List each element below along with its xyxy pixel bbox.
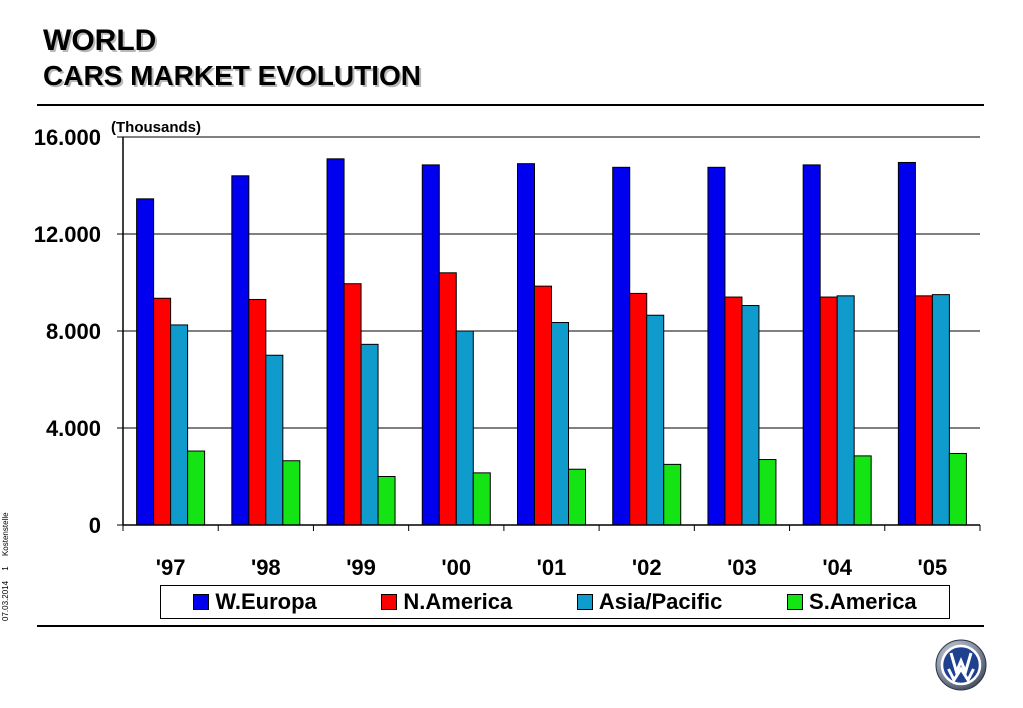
bar bbox=[568, 468, 586, 526]
bar bbox=[897, 161, 916, 526]
header-divider bbox=[37, 104, 984, 106]
legend-item-n-america: N.America bbox=[381, 589, 512, 615]
legend-swatch-s-america bbox=[787, 594, 804, 610]
bar bbox=[836, 295, 855, 526]
legend-item-w-europa: W.Europa bbox=[193, 589, 317, 615]
legend-label-n-america: N.America bbox=[403, 589, 513, 614]
legend-swatch-n-america bbox=[381, 594, 398, 610]
bar bbox=[724, 296, 743, 526]
bar bbox=[517, 163, 535, 526]
legend-item-asia-pacific: Asia/Pacific bbox=[576, 589, 723, 615]
bar bbox=[802, 164, 821, 526]
bar bbox=[343, 283, 362, 526]
x-tick-label: '98 bbox=[251, 555, 281, 580]
bar bbox=[248, 298, 267, 526]
title-block: WORLD CARS MARKET EVOLUTION bbox=[43, 24, 421, 92]
bar bbox=[914, 295, 933, 526]
bar bbox=[360, 343, 379, 526]
bar bbox=[136, 198, 155, 526]
bar bbox=[758, 459, 777, 526]
legend-item-s-america: S.America bbox=[787, 589, 917, 615]
legend-label-w-europa: W.Europa bbox=[215, 589, 317, 614]
legend-swatch-w-europa bbox=[193, 594, 210, 610]
bar bbox=[170, 324, 189, 526]
x-tick-label: '99 bbox=[346, 555, 376, 580]
bar bbox=[534, 285, 552, 526]
bar bbox=[153, 297, 172, 526]
bar bbox=[853, 455, 872, 526]
chart-legend: W.Europa N.America Asia/Pacific S.Americ… bbox=[160, 585, 950, 619]
x-tick-label: '05 bbox=[918, 555, 948, 580]
bar bbox=[741, 305, 760, 526]
bar bbox=[187, 450, 206, 526]
y-tick-label: 8.000 bbox=[46, 319, 101, 344]
y-tick-label: 4.000 bbox=[46, 416, 101, 441]
bar bbox=[663, 463, 682, 526]
vw-logo-icon bbox=[935, 639, 987, 691]
y-unit-label: (Thousands) bbox=[111, 119, 201, 136]
legend-label-s-america: S.America bbox=[809, 589, 917, 614]
bar bbox=[421, 164, 440, 526]
legend-swatch-asia-pacific bbox=[576, 594, 593, 610]
bar bbox=[265, 354, 284, 526]
bar bbox=[231, 175, 250, 526]
bar bbox=[438, 272, 457, 526]
bar bbox=[931, 294, 950, 526]
bar bbox=[282, 460, 301, 526]
x-tick-label: '03 bbox=[727, 555, 757, 580]
bar bbox=[612, 166, 631, 526]
x-tick-label: '00 bbox=[441, 555, 471, 580]
page-subtitle: CARS MARKET EVOLUTION bbox=[43, 60, 421, 91]
bar bbox=[819, 296, 838, 526]
bar bbox=[472, 472, 491, 526]
bar bbox=[707, 166, 726, 526]
y-tick-label: 12.000 bbox=[34, 222, 101, 247]
bar bbox=[377, 476, 396, 526]
x-tick-label: '02 bbox=[632, 555, 662, 580]
x-tick-label: '04 bbox=[822, 555, 852, 580]
bar bbox=[551, 322, 569, 526]
bar bbox=[646, 314, 665, 526]
legend-label-asia-pacific: Asia/Pacific bbox=[598, 589, 723, 614]
bar bbox=[455, 330, 474, 526]
y-tick-label: 16.000 bbox=[34, 125, 101, 150]
bar bbox=[629, 292, 648, 526]
x-tick-label: '97 bbox=[156, 555, 186, 580]
y-tick-label: 0 bbox=[89, 513, 101, 538]
footer-divider bbox=[37, 625, 984, 627]
page-title: WORLD bbox=[43, 24, 157, 57]
bar bbox=[948, 452, 967, 526]
x-tick-label: '01 bbox=[537, 555, 567, 580]
bar bbox=[326, 158, 345, 526]
